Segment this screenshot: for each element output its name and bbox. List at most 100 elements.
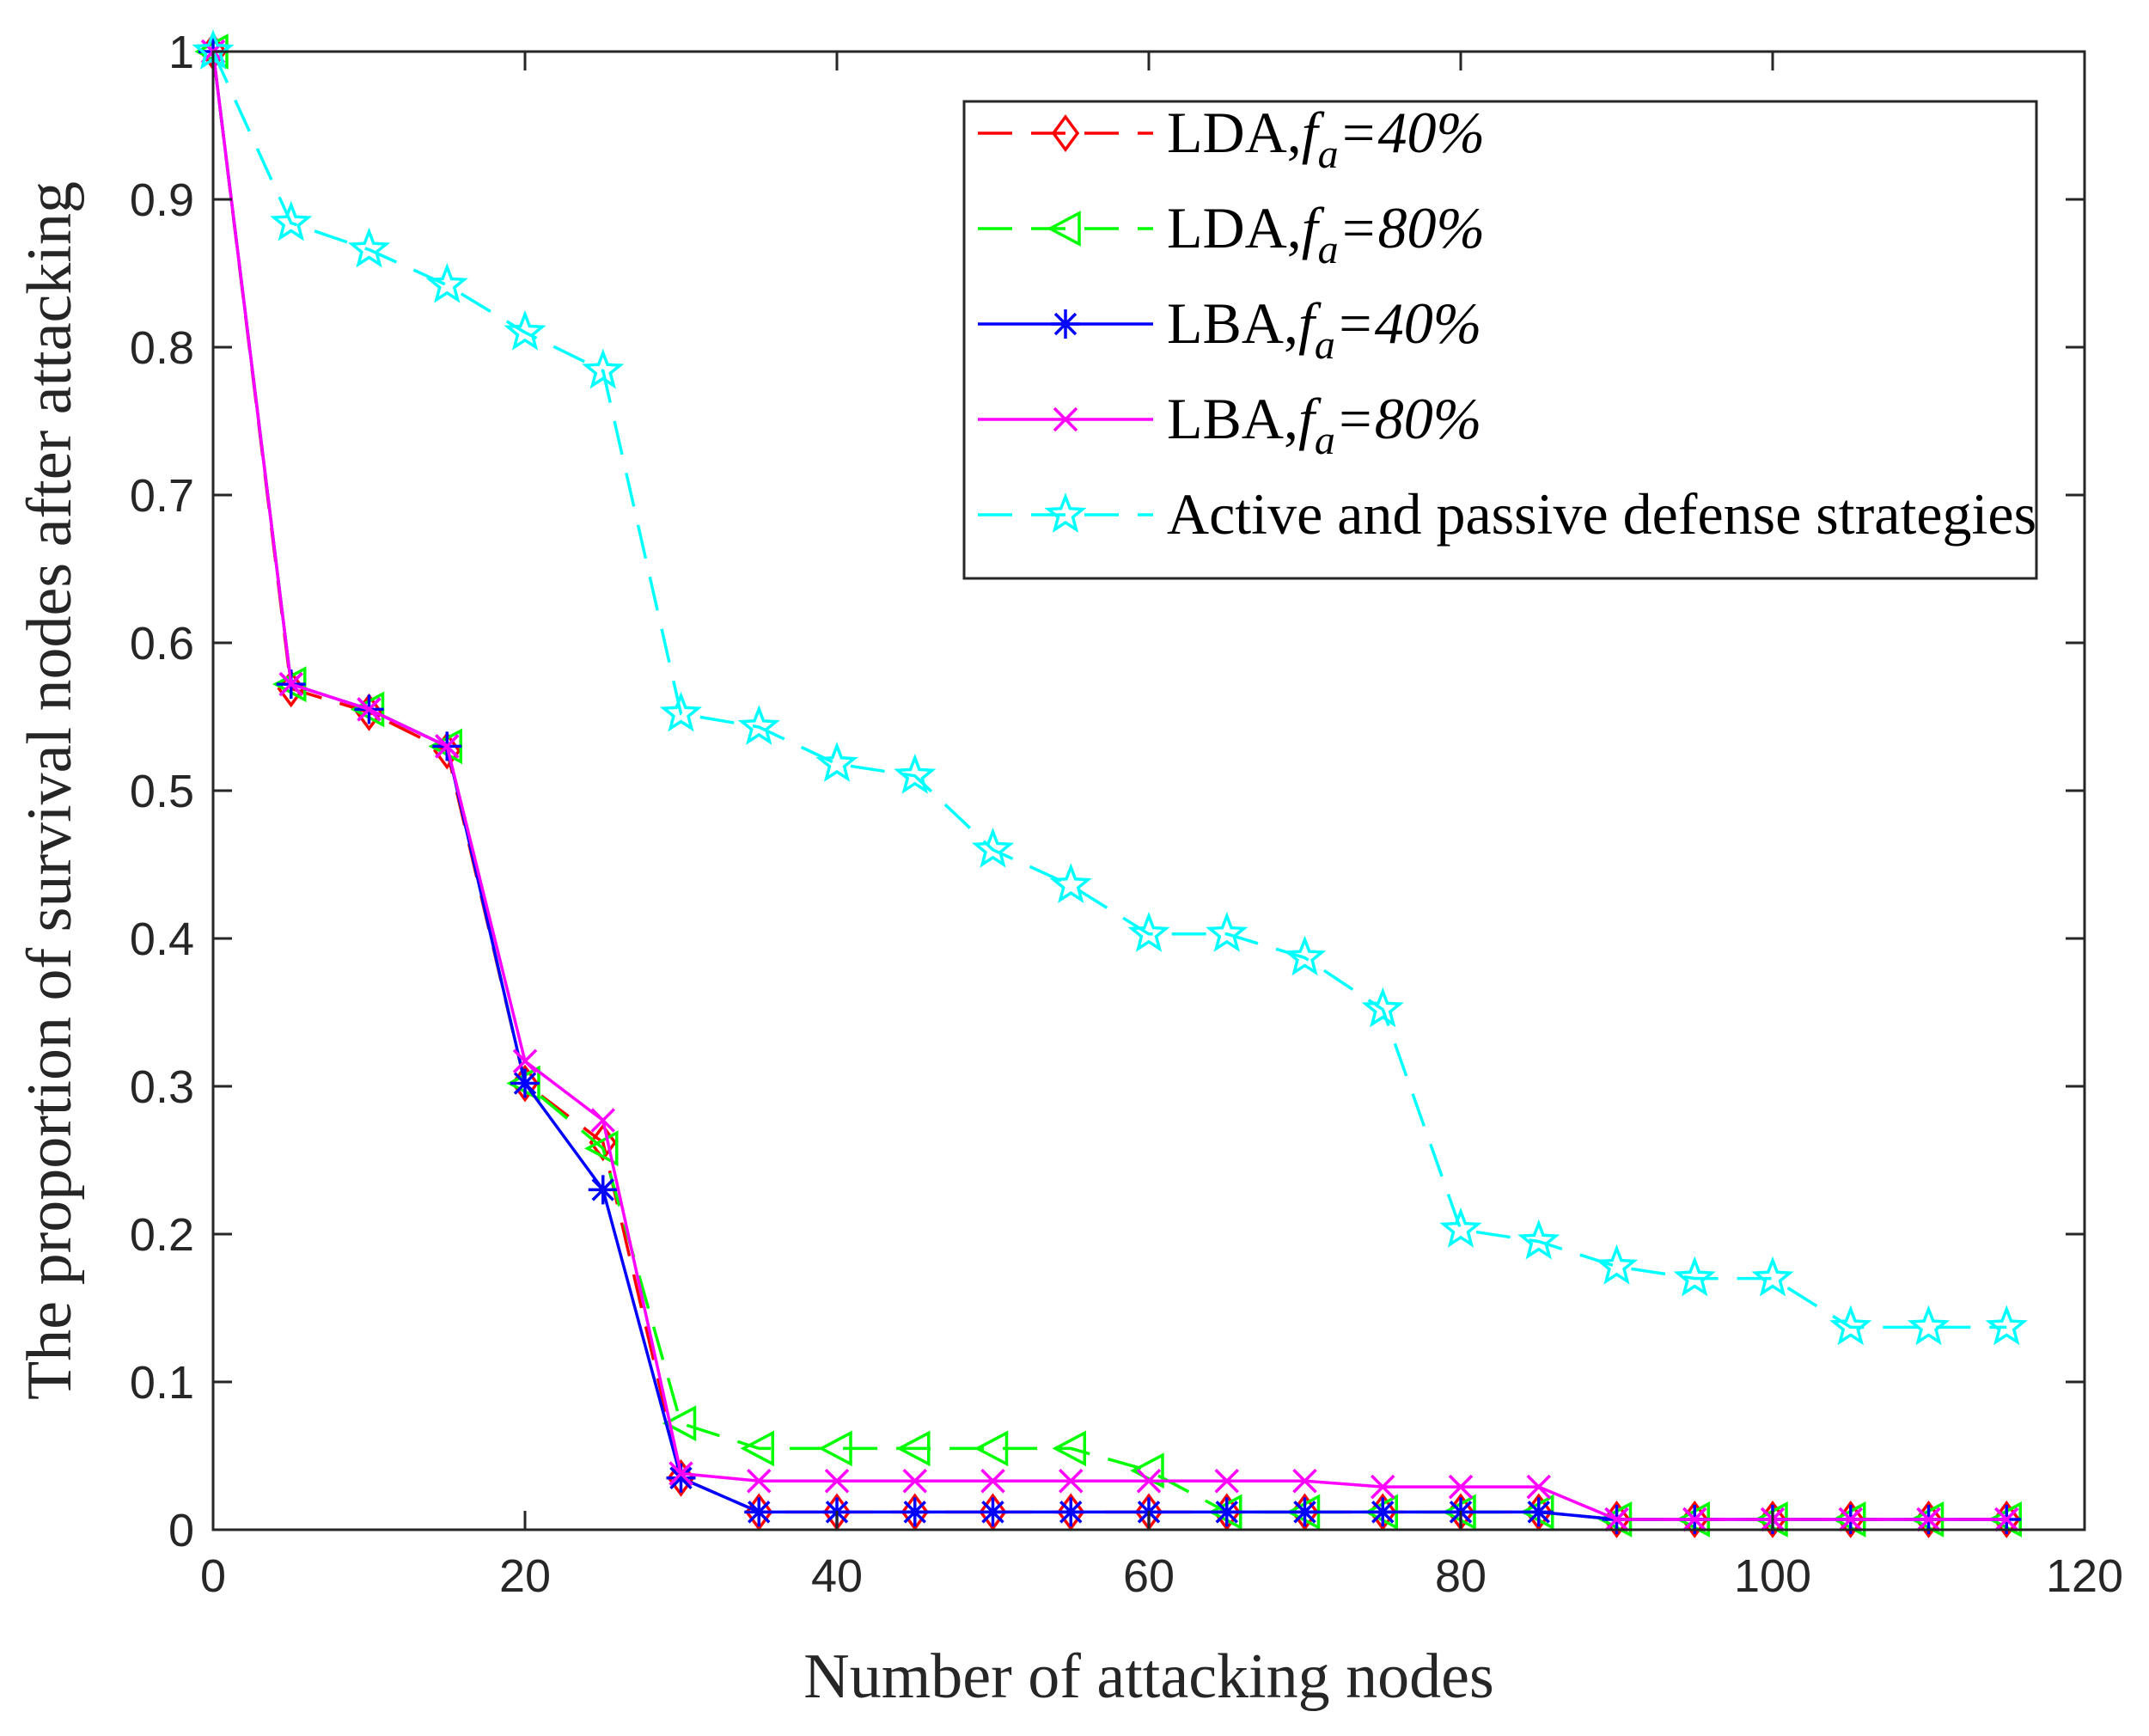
- data-point: [582, 348, 625, 389]
- data-point: [1526, 1474, 1551, 1500]
- x-tick-label: 80: [1435, 1550, 1487, 1602]
- data-point: [1751, 1256, 1794, 1297]
- x-tick-label: 0: [200, 1550, 226, 1602]
- legend-item-3: LBA,fa=40%: [978, 290, 1481, 368]
- x-tick-labels: 0 20 40 60 80 100 120: [200, 1550, 2123, 1602]
- data-point: [1059, 1469, 1084, 1494]
- data-point: [1052, 1430, 1086, 1467]
- data-point: [435, 734, 460, 759]
- legend-label: LDA,fa=80%: [1167, 195, 1485, 272]
- data-point: [737, 705, 780, 745]
- data-point: [815, 742, 858, 782]
- data-point: [1049, 863, 1092, 904]
- data-point: [894, 753, 937, 794]
- y-tick-label: 0.7: [130, 470, 194, 522]
- data-point: [662, 1405, 697, 1442]
- data-point: [1056, 1497, 1086, 1527]
- data-point: [669, 1461, 693, 1486]
- legend-swatch-marker: [1051, 309, 1080, 339]
- data-point: [1368, 1497, 1398, 1527]
- data-point: [659, 691, 703, 732]
- data-point: [740, 1430, 774, 1467]
- y-axis-title: The proportion of survival nodes after a…: [15, 181, 85, 1400]
- x-tick-label: 20: [499, 1550, 551, 1602]
- legend-item-5: Active and passive defense strategies: [978, 481, 2036, 547]
- x-tick-label: 120: [2046, 1550, 2123, 1602]
- data-point: [667, 1458, 695, 1497]
- data-point: [1127, 911, 1170, 952]
- data-point: [590, 1108, 615, 1133]
- data-point: [588, 1175, 618, 1205]
- legend-swatch-marker: [1051, 114, 1080, 152]
- y-tick-label: 0.4: [130, 914, 194, 965]
- data-point: [1523, 1497, 1554, 1527]
- data-point: [1371, 1474, 1395, 1500]
- data-point: [1292, 1469, 1317, 1494]
- data-point: [1595, 1244, 1639, 1285]
- data-point: [1682, 1507, 1707, 1532]
- data-point: [1283, 935, 1327, 976]
- y-tick-label: 0: [168, 1505, 194, 1556]
- data-point: [978, 1497, 1008, 1527]
- data-point: [1448, 1474, 1474, 1500]
- ticks-layer: [211, 50, 2086, 1531]
- y-tick-labels: 0 0.1 0.2 0.3 0.4 0.5 0.6 0.7 0.8 0.9 1: [130, 27, 194, 1556]
- legend-item-2: LDA,fa=80%: [978, 195, 1485, 272]
- data-point: [1206, 911, 1248, 952]
- legend-box: [962, 100, 2038, 580]
- data-point: [1673, 1256, 1716, 1297]
- data-point: [1994, 1507, 2019, 1532]
- x-tick-label: 100: [1734, 1550, 1811, 1602]
- data-point: [1916, 1507, 1941, 1532]
- data-point: [347, 227, 391, 268]
- data-point: [1838, 1507, 1863, 1532]
- data-point: [504, 309, 546, 351]
- data-point: [1985, 1305, 2028, 1346]
- data-point: [270, 200, 313, 241]
- data-point: [1439, 1207, 1482, 1248]
- y-tick-label: 0.5: [130, 766, 194, 817]
- data-point: [1517, 1219, 1560, 1260]
- y-tick-label: 0.3: [130, 1061, 194, 1113]
- data-point: [747, 1469, 772, 1494]
- y-tick-label: 0.6: [130, 618, 194, 669]
- data-point: [902, 1469, 927, 1494]
- legend-swatch-marker: [1047, 211, 1081, 247]
- data-point: [666, 1463, 696, 1493]
- x-axis-title: Number of attacking nodes: [803, 1641, 1494, 1712]
- legend-label: Active and passive defense strategies: [1167, 481, 2036, 547]
- data-point: [1829, 1305, 1872, 1346]
- y-tick-label: 1: [168, 27, 194, 78]
- data-point: [1604, 1507, 1629, 1532]
- data-point: [824, 1469, 850, 1494]
- data-point: [357, 697, 382, 722]
- legend-label: LBA,fa=40%: [1167, 290, 1481, 368]
- data-point: [900, 1497, 930, 1527]
- legend: LDA,fa=40%LDA,fa=80%LBA,fa=40%LBA,fa=80%…: [962, 100, 2038, 580]
- data-point: [1136, 1469, 1162, 1494]
- data-point: [1214, 1469, 1239, 1494]
- data-point: [896, 1430, 931, 1467]
- legend-label: LDA,fa=40%: [1167, 100, 1485, 177]
- data-point: [974, 1430, 1009, 1467]
- legend-swatch-marker: [1053, 406, 1078, 432]
- x-tick-label: 60: [1123, 1550, 1175, 1602]
- data-point: [425, 262, 468, 303]
- data-point: [744, 1497, 774, 1527]
- series-line-4: [211, 51, 2007, 1521]
- data-point: [510, 1068, 540, 1098]
- data-point: [818, 1430, 852, 1467]
- series-4: [200, 39, 2019, 1532]
- data-point: [512, 1048, 538, 1073]
- legend-item-1: LDA,fa=40%: [978, 100, 1485, 177]
- y-tick-label: 0.1: [130, 1357, 194, 1409]
- y-tick-label: 0.2: [130, 1209, 194, 1261]
- y-tick-label: 0.8: [130, 322, 194, 374]
- data-point: [584, 1130, 619, 1167]
- data-point: [1361, 987, 1404, 1028]
- data-point: [1907, 1305, 1951, 1346]
- data-point: [1212, 1497, 1242, 1527]
- x-tick-label: 40: [811, 1550, 863, 1602]
- data-point: [980, 1469, 1005, 1494]
